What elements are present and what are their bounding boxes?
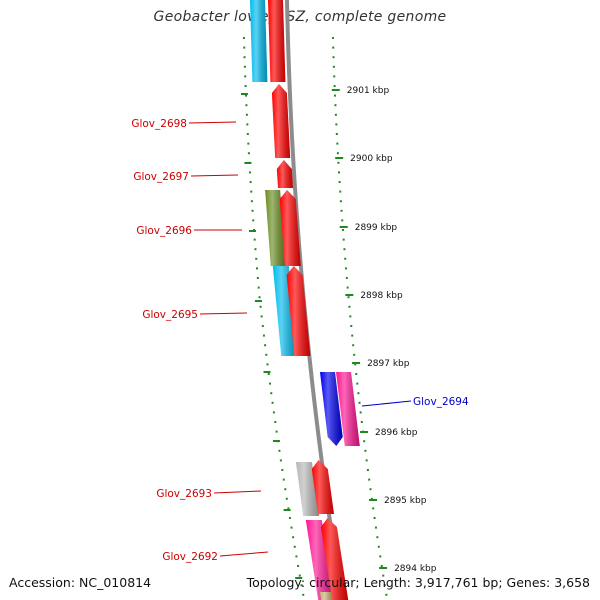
- gene-leader-line: [219, 551, 269, 557]
- gene-label-glov_2695[interactable]: Glov_2695: [142, 309, 198, 321]
- gene-leader-line: [213, 490, 262, 494]
- kbp-label: 2898 kbp: [360, 291, 403, 301]
- feature-cyan-2695[interactable]: [272, 266, 298, 356]
- feature-red-2698[interactable]: [271, 84, 291, 158]
- kbp-label: 2894 kbp: [394, 564, 437, 574]
- kbp-label: 2900 kbp: [350, 154, 393, 164]
- feature-red-2697[interactable]: [276, 160, 293, 188]
- feature-red-2692[interactable]: [320, 518, 349, 600]
- gene-label-glov_2694[interactable]: Glov_2694: [413, 396, 469, 408]
- accession-text: Accession: NC_010814: [9, 575, 152, 590]
- kbp-label: 2897 kbp: [367, 359, 410, 369]
- feature-blue-2694[interactable]: [320, 372, 343, 446]
- kbp-label: 2901 kbp: [347, 86, 390, 96]
- feature-pink-2694[interactable]: [336, 372, 360, 446]
- feature-red-2696[interactable]: [279, 190, 301, 266]
- feature-pink-2692[interactable]: [305, 520, 335, 600]
- feature-red-2695[interactable]: [286, 266, 311, 356]
- kbp-label: 2895 kbp: [384, 496, 427, 506]
- gene-leader-line: [188, 121, 237, 124]
- kbp-label: 2899 kbp: [355, 223, 398, 233]
- feature-red-top[interactable]: [268, 0, 286, 82]
- gene-leader-line: [190, 174, 239, 177]
- gene-leader-line: [199, 312, 248, 315]
- feature-tan-bottom[interactable]: [319, 592, 334, 600]
- gene-leader-line: [361, 400, 412, 407]
- gene-label-glov_2693[interactable]: Glov_2693: [156, 488, 212, 500]
- gene-label-glov_2696[interactable]: Glov_2696: [136, 225, 192, 237]
- feature-cyan-top[interactable]: [250, 0, 268, 82]
- feature-red-2693[interactable]: [311, 460, 334, 514]
- kbp-label: 2896 kbp: [375, 428, 418, 438]
- gene-label-glov_2698[interactable]: Glov_2698: [131, 118, 187, 130]
- map-title: Geobacter lovleyi SZ, complete genome: [153, 9, 447, 25]
- gene-label-glov_2692[interactable]: Glov_2692: [162, 551, 218, 563]
- gene-label-glov_2697[interactable]: Glov_2697: [133, 171, 189, 183]
- topology-text: Topology: circular; Length: 3,917,761 bp…: [246, 575, 590, 590]
